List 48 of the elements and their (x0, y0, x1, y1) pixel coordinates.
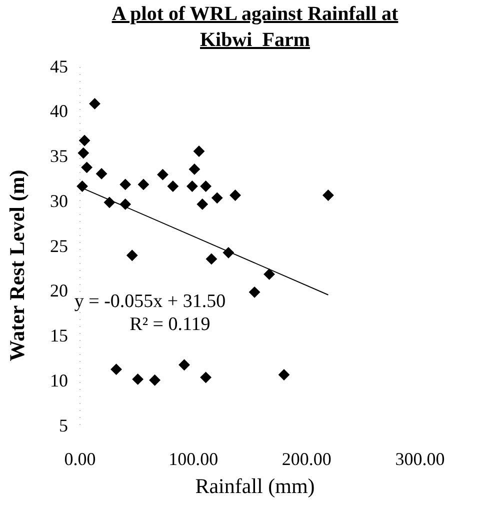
point (89, 98, 100, 110)
y-tick-label: 45 (50, 56, 68, 76)
x-axis-title: Rainfall (mm) (195, 474, 315, 498)
point (138, 178, 149, 190)
point (278, 369, 290, 380)
y-tick-label: 5 (59, 415, 68, 436)
point (96, 168, 108, 180)
point (157, 169, 168, 180)
y-tick-label: 15 (50, 326, 68, 346)
y-axis-title: Water Rest Level (m) (5, 170, 29, 362)
y-tick-label: 40 (50, 101, 68, 122)
y-tick-label: 25 (50, 236, 68, 256)
point (206, 253, 217, 264)
y-tick-label: 20 (50, 280, 68, 301)
point (110, 364, 122, 375)
point (167, 180, 178, 192)
annotation: y = -0.055x + 31.50 (74, 291, 226, 312)
point (322, 190, 334, 201)
point (200, 180, 212, 192)
point (149, 374, 160, 386)
point (120, 198, 131, 210)
point (212, 192, 223, 204)
point (194, 146, 204, 157)
point (81, 162, 92, 173)
x-tick-label: 100.00 (168, 449, 218, 469)
point (78, 148, 89, 159)
y-tick-label: 35 (50, 146, 68, 166)
point (178, 359, 190, 370)
point (200, 372, 212, 383)
point (120, 178, 131, 190)
x-tick-label: 200.00 (282, 449, 332, 469)
y-tick-label: 10 (50, 370, 68, 390)
y-tick-label: 30 (50, 190, 68, 211)
point (249, 286, 260, 298)
point (79, 134, 90, 146)
point (104, 196, 115, 208)
point (196, 198, 208, 210)
point (264, 268, 275, 280)
x-tick-label: 300.00 (395, 449, 445, 469)
point (76, 180, 88, 192)
point (186, 180, 198, 192)
x-tick-label: 0.00 (64, 449, 96, 469)
point (230, 190, 241, 201)
point (132, 374, 144, 385)
point (126, 250, 138, 261)
chart-title: A plot of WRL against Rainfall at Kibwi_Farm (112, 3, 399, 51)
point (188, 164, 200, 175)
annotation: R² = 0.119 (130, 314, 210, 335)
